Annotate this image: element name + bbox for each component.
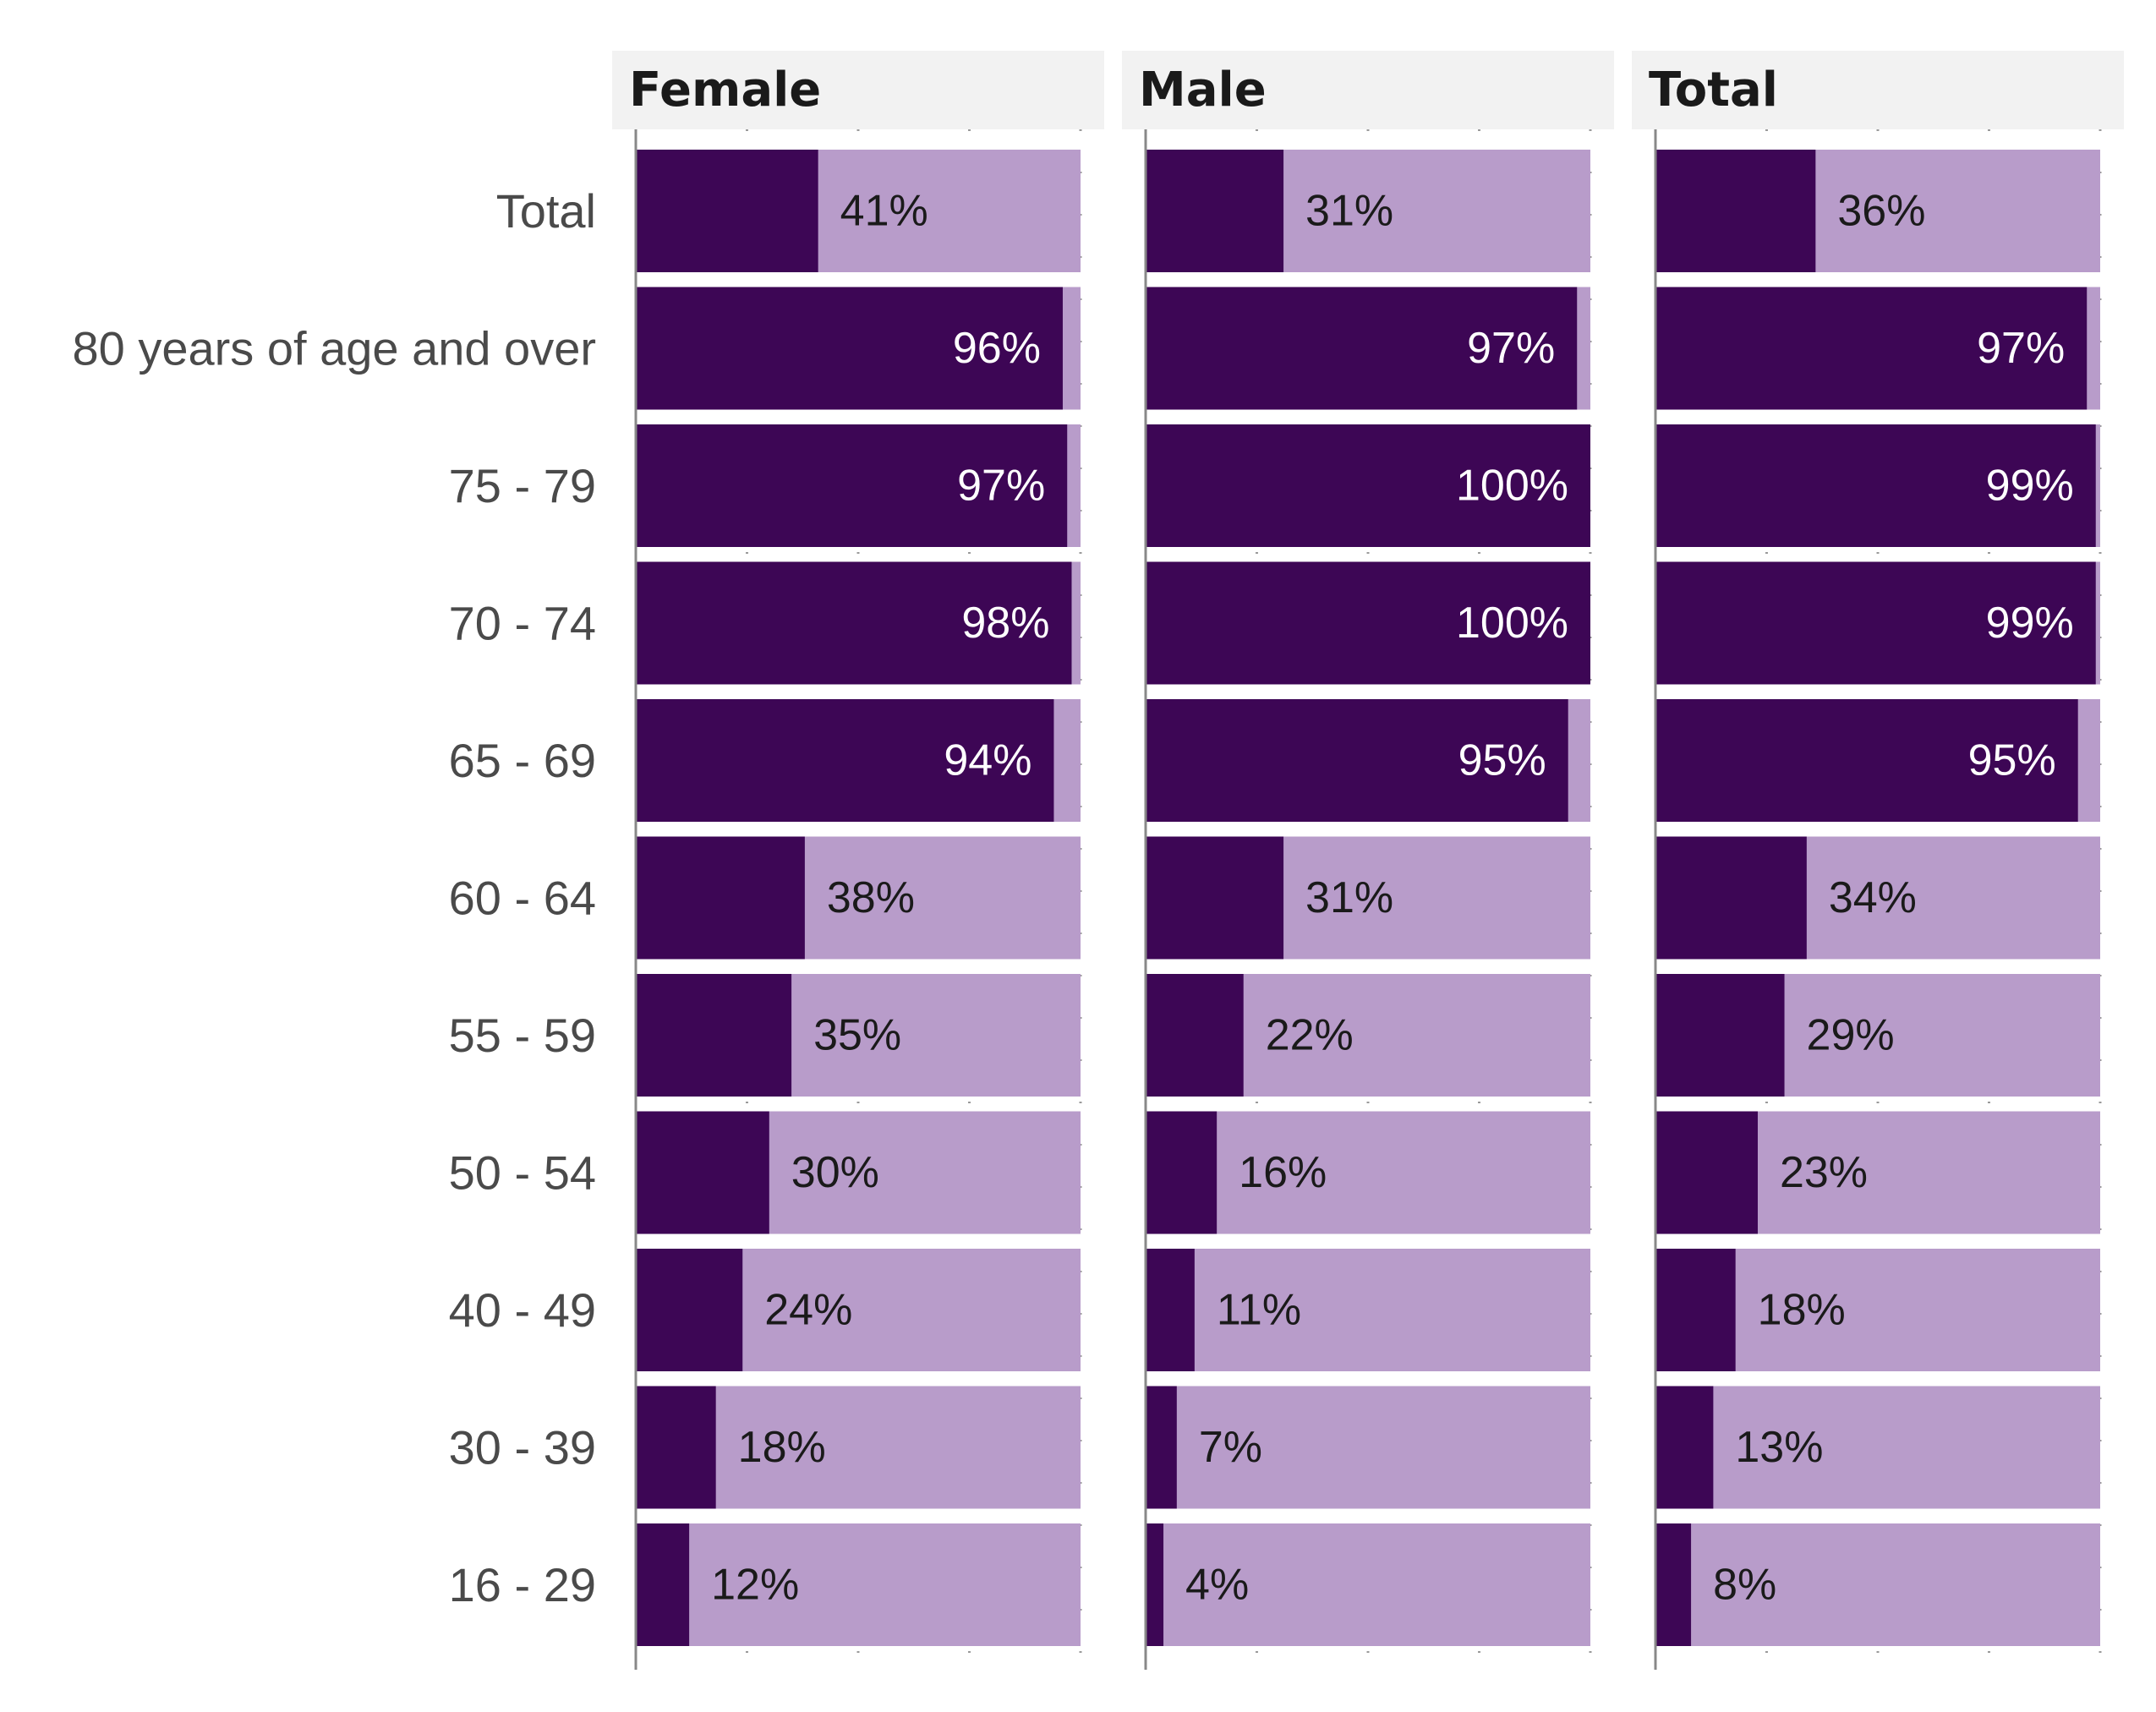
bar-value xyxy=(636,1523,690,1646)
category-label: 30 - 39 xyxy=(449,1421,596,1474)
data-label: 13% xyxy=(1735,1423,1823,1472)
bar-value xyxy=(1655,836,1807,960)
category-label: 40 - 49 xyxy=(449,1283,596,1337)
data-label: 41% xyxy=(840,187,928,236)
data-label: 12% xyxy=(711,1561,799,1610)
data-label: 29% xyxy=(1807,1011,1895,1060)
data-label: 7% xyxy=(1199,1423,1262,1472)
data-label: 99% xyxy=(1986,462,2074,511)
data-label: 23% xyxy=(1780,1148,1868,1197)
data-label: 24% xyxy=(764,1286,852,1335)
data-label: 98% xyxy=(961,599,1049,648)
bar-value xyxy=(636,1386,716,1509)
data-label: 31% xyxy=(1305,187,1393,236)
bar-value xyxy=(1146,561,1590,685)
bar-value xyxy=(636,150,818,272)
data-label: 96% xyxy=(953,324,1041,373)
data-label: 97% xyxy=(1467,324,1555,373)
bar-value xyxy=(1146,287,1578,410)
bar-remainder xyxy=(1146,1111,1590,1234)
data-label: 8% xyxy=(1713,1561,1776,1610)
bar-value xyxy=(636,287,1063,410)
data-label: 18% xyxy=(738,1423,826,1472)
bar-value xyxy=(1655,287,2088,410)
category-label: Total xyxy=(496,184,596,238)
bar-value xyxy=(1146,1523,1164,1646)
data-label: 38% xyxy=(827,873,915,922)
data-label: 36% xyxy=(1837,187,1925,236)
panel-title: Total xyxy=(1649,63,1778,118)
bar-value xyxy=(1655,1249,1736,1371)
bar-value xyxy=(1655,150,1816,272)
bar-value xyxy=(1146,424,1590,547)
category-label: 65 - 69 xyxy=(449,734,596,787)
bar-remainder xyxy=(1146,1249,1590,1371)
data-label: 99% xyxy=(1986,599,2074,648)
bar-remainder xyxy=(1146,1386,1590,1509)
bar-value xyxy=(1655,1111,1758,1234)
bar-value xyxy=(1146,1386,1177,1509)
data-label: 97% xyxy=(957,462,1045,511)
data-label: 18% xyxy=(1758,1286,1846,1335)
bar-value xyxy=(636,424,1068,547)
bar-value xyxy=(1655,974,1785,1097)
bar-value xyxy=(1655,424,2096,547)
panel-header xyxy=(612,51,1104,129)
bar-value xyxy=(1146,1249,1195,1371)
data-label: 31% xyxy=(1305,873,1393,922)
data-label: 95% xyxy=(1968,736,2056,785)
bar-value xyxy=(1655,1386,1714,1509)
bar-value xyxy=(1655,699,2078,822)
bar-value xyxy=(636,836,805,960)
data-label: 100% xyxy=(1456,599,1568,648)
data-label: 11% xyxy=(1217,1286,1301,1335)
bar-value xyxy=(1146,1111,1218,1234)
data-label: 35% xyxy=(813,1011,901,1060)
data-label: 100% xyxy=(1456,462,1568,511)
bar-remainder xyxy=(1655,1523,2100,1646)
bar-value xyxy=(636,1111,769,1234)
category-label: 60 - 64 xyxy=(449,872,596,925)
bar-remainder xyxy=(636,1523,1081,1646)
bar-value xyxy=(636,699,1054,822)
bar-remainder xyxy=(1146,1523,1590,1646)
panel-header xyxy=(1632,51,2124,129)
data-label: 22% xyxy=(1266,1011,1354,1060)
bar-value xyxy=(1655,1523,1692,1646)
bar-value xyxy=(636,1249,743,1371)
bar-value xyxy=(1655,561,2096,685)
data-label: 95% xyxy=(1458,736,1546,785)
category-label: 50 - 54 xyxy=(449,1146,596,1200)
data-label: 4% xyxy=(1185,1561,1249,1610)
panel-header xyxy=(1122,51,1614,129)
panel-title: Female xyxy=(629,63,821,118)
data-label: 30% xyxy=(791,1148,879,1197)
category-label: 80 years of age and over xyxy=(72,322,596,375)
bar-value xyxy=(1146,974,1244,1097)
data-label: 34% xyxy=(1829,873,1917,922)
data-label: 97% xyxy=(1977,324,2065,373)
panel-title: Male xyxy=(1139,63,1267,118)
category-label: 70 - 74 xyxy=(449,597,596,650)
bar-value xyxy=(1146,699,1568,822)
bar-value xyxy=(1146,836,1284,960)
data-label: 94% xyxy=(944,736,1031,785)
data-label: 16% xyxy=(1239,1148,1327,1197)
category-label: 16 - 29 xyxy=(449,1558,596,1611)
bar-value xyxy=(636,561,1072,685)
category-label: 55 - 59 xyxy=(449,1009,596,1062)
bar-remainder xyxy=(1655,1386,2100,1509)
bar-value xyxy=(636,974,792,1097)
category-label: 75 - 79 xyxy=(449,459,596,512)
bar-value xyxy=(1146,150,1284,272)
